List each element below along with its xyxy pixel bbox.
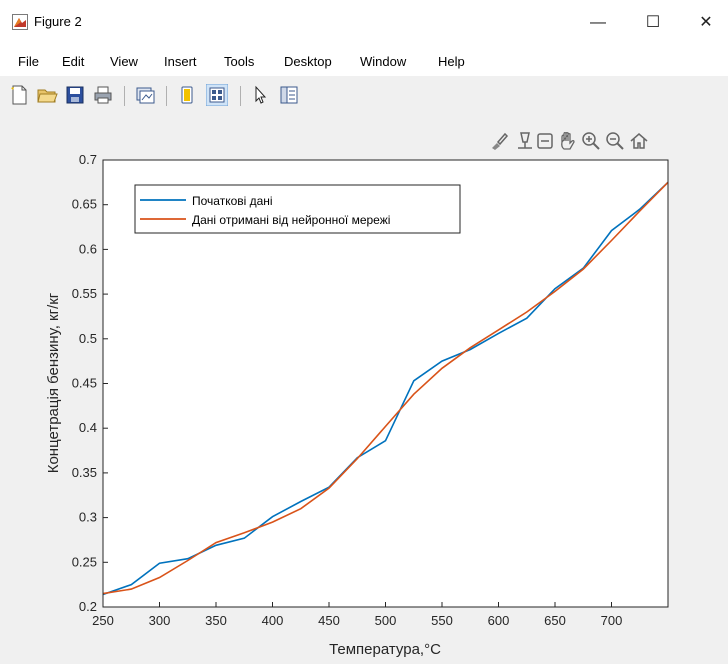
menu-window[interactable]: Window	[360, 54, 407, 69]
menu-tools[interactable]: Tools	[224, 54, 255, 69]
menu-insert[interactable]: Insert	[164, 54, 197, 69]
home-icon[interactable]	[628, 130, 650, 152]
figure-canvas	[0, 116, 728, 664]
axes-toolbar	[488, 130, 668, 156]
matlab-figure-icon	[12, 14, 28, 30]
open-folder-icon[interactable]	[36, 84, 58, 106]
toolbar-separator	[166, 86, 167, 106]
maximize-button[interactable]: ☐	[645, 14, 661, 31]
figure-toolbar	[0, 76, 728, 116]
menu-bar: File Edit View Insert Tools Desktop Wind…	[0, 46, 728, 76]
hide-toolbar-icon[interactable]	[176, 84, 198, 106]
window-title: Figure 2	[34, 14, 82, 29]
print-icon[interactable]	[92, 84, 114, 106]
close-button[interactable]: ✕	[699, 14, 713, 31]
data-tips-icon[interactable]	[514, 130, 536, 152]
pan-icon[interactable]	[556, 130, 578, 152]
menu-file[interactable]: File	[18, 54, 39, 69]
zoom-out-icon[interactable]	[604, 130, 626, 152]
toolbar-separator	[124, 86, 125, 106]
zoom-in-icon[interactable]	[580, 130, 602, 152]
menu-view[interactable]: View	[110, 54, 138, 69]
rotate-icon[interactable]	[534, 130, 556, 152]
brush-icon[interactable]	[488, 130, 510, 152]
menu-help[interactable]: Help	[438, 54, 465, 69]
menu-edit[interactable]: Edit	[62, 54, 85, 69]
property-inspector-icon[interactable]	[278, 84, 300, 106]
new-figure-icon[interactable]	[8, 84, 30, 106]
menu-desktop[interactable]: Desktop	[284, 54, 332, 69]
window-titlebar: Figure 2 — ☐ ✕	[0, 0, 728, 46]
minimize-button[interactable]: —	[590, 14, 606, 31]
link-plot-icon[interactable]	[134, 84, 156, 106]
save-icon[interactable]	[64, 84, 86, 106]
colorbar-icon[interactable]	[206, 84, 228, 106]
pointer-icon[interactable]	[250, 84, 272, 106]
toolbar-separator	[240, 86, 241, 106]
